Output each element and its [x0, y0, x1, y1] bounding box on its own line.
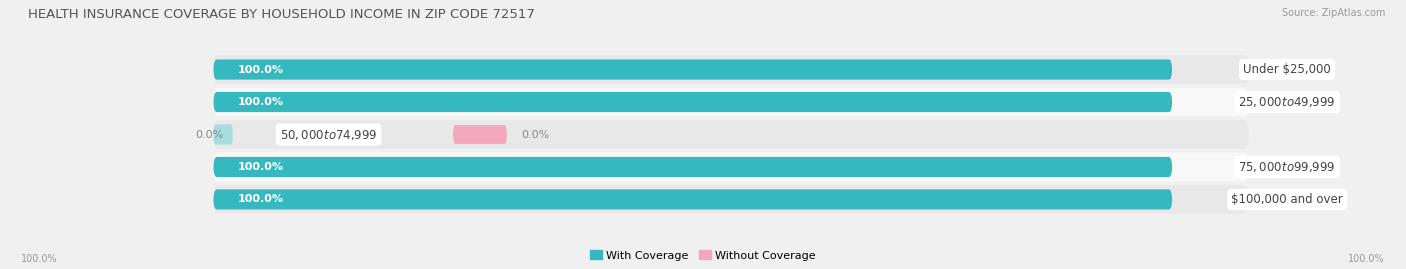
FancyBboxPatch shape — [214, 185, 1249, 214]
FancyBboxPatch shape — [214, 92, 1173, 112]
Text: $25,000 to $49,999: $25,000 to $49,999 — [1239, 95, 1336, 109]
FancyBboxPatch shape — [214, 189, 1173, 210]
Text: $100,000 and over: $100,000 and over — [1232, 193, 1343, 206]
FancyBboxPatch shape — [214, 55, 1249, 84]
Legend: With Coverage, Without Coverage: With Coverage, Without Coverage — [591, 250, 815, 261]
Text: 100.0%: 100.0% — [238, 97, 284, 107]
Text: Under $25,000: Under $25,000 — [1243, 63, 1331, 76]
FancyBboxPatch shape — [214, 59, 1173, 80]
FancyBboxPatch shape — [214, 88, 1249, 116]
Text: $50,000 to $74,999: $50,000 to $74,999 — [280, 128, 377, 141]
FancyBboxPatch shape — [214, 157, 1173, 177]
Text: 100.0%: 100.0% — [238, 194, 284, 204]
Text: 100.0%: 100.0% — [1348, 254, 1385, 264]
FancyBboxPatch shape — [214, 120, 1249, 149]
Text: $75,000 to $99,999: $75,000 to $99,999 — [1239, 160, 1336, 174]
Text: Source: ZipAtlas.com: Source: ZipAtlas.com — [1281, 8, 1385, 18]
Text: 100.0%: 100.0% — [238, 65, 284, 75]
Text: 100.0%: 100.0% — [238, 162, 284, 172]
Text: HEALTH INSURANCE COVERAGE BY HOUSEHOLD INCOME IN ZIP CODE 72517: HEALTH INSURANCE COVERAGE BY HOUSEHOLD I… — [28, 8, 536, 21]
FancyBboxPatch shape — [214, 153, 1249, 181]
FancyBboxPatch shape — [453, 125, 506, 144]
Text: 0.0%: 0.0% — [522, 129, 550, 140]
Text: 0.0%: 0.0% — [195, 129, 224, 140]
Text: 100.0%: 100.0% — [21, 254, 58, 264]
FancyBboxPatch shape — [214, 125, 232, 144]
